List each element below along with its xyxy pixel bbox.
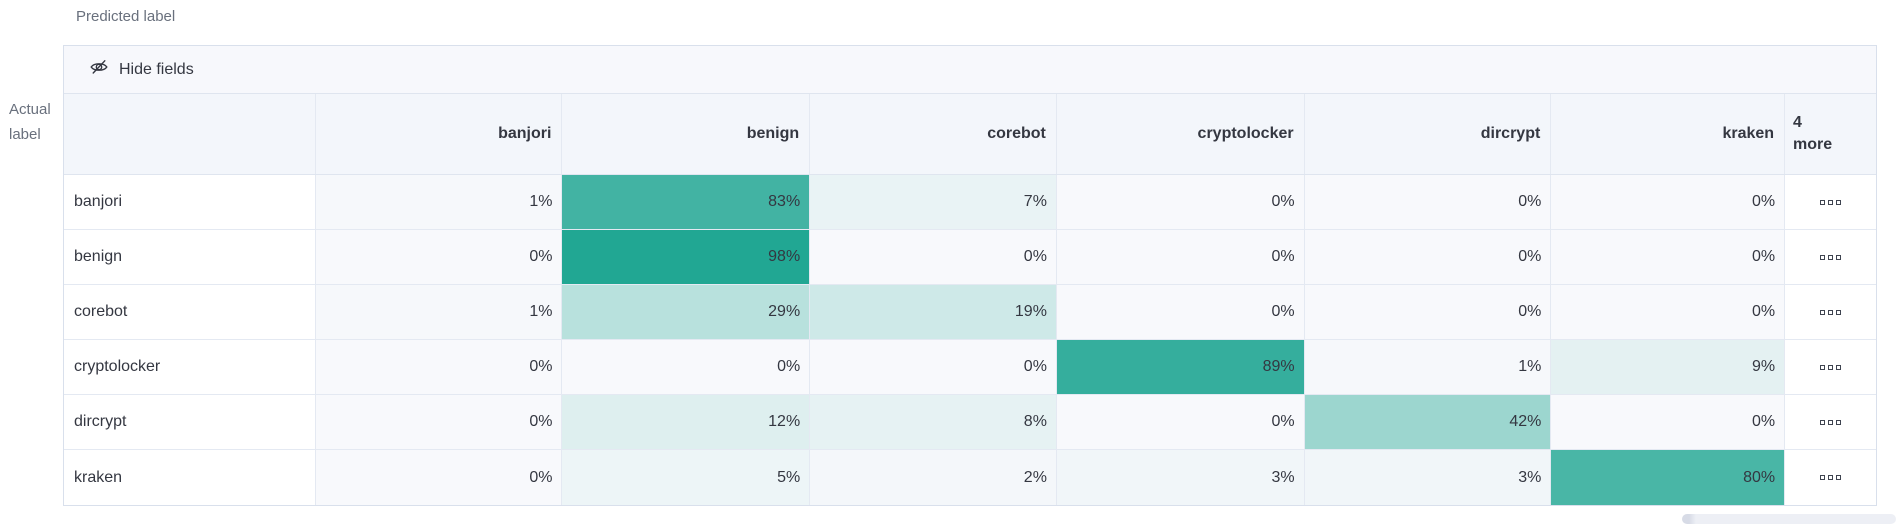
cell-cryptolocker-dircrypt[interactable]: 1% xyxy=(1304,340,1552,394)
cell-dircrypt-corebot[interactable]: 8% xyxy=(810,395,1057,449)
cell-banjori-dircrypt[interactable]: 0% xyxy=(1304,175,1552,229)
cell-corebot-dircrypt[interactable]: 0% xyxy=(1304,285,1552,339)
boxes-horizontal-icon[interactable] xyxy=(1785,340,1877,394)
cell-cryptolocker-cryptolocker[interactable]: 89% xyxy=(1056,340,1305,394)
boxes-horizontal-icon[interactable] xyxy=(1785,395,1877,449)
cell-benign-corebot[interactable]: 0% xyxy=(810,230,1057,284)
table-row: kraken 0% 5% 2% 3% 3% 80% xyxy=(64,450,1877,505)
hide-fields-button[interactable]: Hide fields xyxy=(89,57,194,82)
cell-dircrypt-banjori[interactable]: 0% xyxy=(315,395,563,449)
cell-dircrypt-dircrypt[interactable]: 42% xyxy=(1304,395,1552,449)
cell-dircrypt-benign[interactable]: 12% xyxy=(562,395,811,449)
table-row: benign 0% 98% 0% 0% 0% 0% xyxy=(64,230,1877,285)
cell-dircrypt-kraken[interactable]: 0% xyxy=(1551,395,1786,449)
cell-banjori-benign[interactable]: 83% xyxy=(562,175,811,229)
cell-kraken-kraken[interactable]: 80% xyxy=(1551,450,1786,505)
cell-kraken-banjori[interactable]: 0% xyxy=(315,450,563,505)
column-header-corebot[interactable]: corebot xyxy=(810,94,1057,174)
table-row: corebot 1% 29% 19% 0% 0% 0% xyxy=(64,285,1877,340)
table-row: cryptolocker 0% 0% 0% 89% 1% 9% xyxy=(64,340,1877,395)
more-count: 4 xyxy=(1793,114,1802,131)
cell-kraken-cryptolocker[interactable]: 3% xyxy=(1056,450,1305,505)
cell-banjori-kraken[interactable]: 0% xyxy=(1551,175,1786,229)
column-header-benign[interactable]: benign xyxy=(562,94,811,174)
cell-corebot-benign[interactable]: 29% xyxy=(562,285,811,339)
row-label-corebot[interactable]: corebot xyxy=(64,285,316,339)
cell-cryptolocker-corebot[interactable]: 0% xyxy=(810,340,1057,394)
cell-kraken-benign[interactable]: 5% xyxy=(562,450,811,505)
cell-corebot-kraken[interactable]: 0% xyxy=(1551,285,1786,339)
column-header-dircrypt[interactable]: dircrypt xyxy=(1305,94,1552,174)
cell-banjori-corebot[interactable]: 7% xyxy=(810,175,1057,229)
row-label-benign[interactable]: benign xyxy=(64,230,316,284)
horizontal-scrollbar[interactable] xyxy=(1682,514,1896,524)
row-label-banjori[interactable]: banjori xyxy=(64,175,316,229)
boxes-horizontal-icon[interactable] xyxy=(1785,230,1877,284)
cell-benign-dircrypt[interactable]: 0% xyxy=(1304,230,1552,284)
cell-corebot-cryptolocker[interactable]: 0% xyxy=(1056,285,1305,339)
cell-kraken-dircrypt[interactable]: 3% xyxy=(1304,450,1552,505)
cell-benign-cryptolocker[interactable]: 0% xyxy=(1056,230,1305,284)
actual-label-line2: label xyxy=(9,126,41,143)
cell-banjori-banjori[interactable]: 1% xyxy=(315,175,563,229)
row-label-dircrypt[interactable]: dircrypt xyxy=(64,395,316,449)
cell-benign-banjori[interactable]: 0% xyxy=(315,230,563,284)
cell-dircrypt-cryptolocker[interactable]: 0% xyxy=(1056,395,1305,449)
boxes-horizontal-icon[interactable] xyxy=(1785,175,1877,229)
actual-label: Actual label xyxy=(9,97,51,147)
more-word: more xyxy=(1793,136,1833,153)
cell-corebot-banjori[interactable]: 1% xyxy=(315,285,563,339)
column-header-more[interactable]: 4 more xyxy=(1785,94,1876,174)
header-row: banjori benign corebot cryptolocker dirc… xyxy=(64,94,1876,175)
confusion-matrix-grid: Hide fields banjori benign corebot crypt… xyxy=(63,45,1877,506)
cell-cryptolocker-banjori[interactable]: 0% xyxy=(315,340,563,394)
boxes-horizontal-icon[interactable] xyxy=(1785,450,1877,505)
row-label-kraken[interactable]: kraken xyxy=(64,450,316,505)
datagrid-toolbar: Hide fields xyxy=(64,46,1876,94)
column-header-banjori[interactable]: banjori xyxy=(316,94,563,174)
table-row: banjori 1% 83% 7% 0% 0% 0% xyxy=(64,175,1877,230)
hide-fields-label: Hide fields xyxy=(119,60,194,78)
column-header-kraken[interactable]: kraken xyxy=(1551,94,1786,174)
column-header-cryptolocker[interactable]: cryptolocker xyxy=(1057,94,1305,174)
cell-banjori-cryptolocker[interactable]: 0% xyxy=(1056,175,1305,229)
cell-cryptolocker-kraken[interactable]: 9% xyxy=(1551,340,1786,394)
predicted-label: Predicted label xyxy=(76,8,176,25)
cell-benign-kraken[interactable]: 0% xyxy=(1551,230,1786,284)
boxes-horizontal-icon[interactable] xyxy=(1785,285,1877,339)
eye-closed-icon xyxy=(89,57,109,82)
header-corner-cell xyxy=(64,94,316,174)
actual-label-line1: Actual xyxy=(9,101,51,118)
cell-cryptolocker-benign[interactable]: 0% xyxy=(562,340,811,394)
table-row: dircrypt 0% 12% 8% 0% 42% 0% xyxy=(64,395,1877,450)
cell-corebot-corebot[interactable]: 19% xyxy=(810,285,1057,339)
row-label-cryptolocker[interactable]: cryptolocker xyxy=(64,340,316,394)
cell-kraken-corebot[interactable]: 2% xyxy=(810,450,1057,505)
cell-benign-benign[interactable]: 98% xyxy=(562,230,811,284)
